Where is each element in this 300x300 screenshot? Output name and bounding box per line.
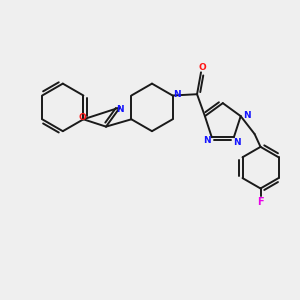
Text: N: N <box>243 111 250 120</box>
Text: N: N <box>173 90 180 99</box>
Text: F: F <box>257 197 264 207</box>
Text: O: O <box>198 63 206 72</box>
Text: N: N <box>203 136 211 145</box>
Text: O: O <box>79 113 86 122</box>
Text: N: N <box>116 105 124 114</box>
Text: N: N <box>233 138 241 147</box>
